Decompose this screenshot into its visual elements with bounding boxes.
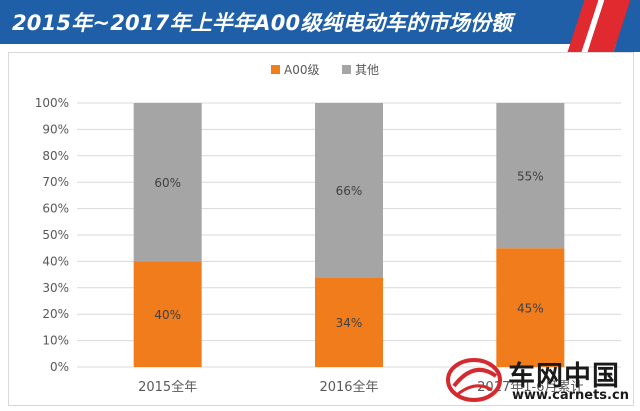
y-tick-label: 20% — [42, 307, 69, 321]
watermark-url: www.carnets.cn — [512, 388, 629, 403]
chart-panel: 0% 10% 20% 30% 40% 50% 60% 70% 80% 90% 100% 40% 60% 2… — [8, 52, 634, 406]
legend-swatch — [271, 65, 280, 74]
stacked-bar-chart: 0% 10% 20% 30% 40% 50% 60% 70% 80% 90% 100% 40% 60% 2… — [35, 63, 621, 395]
y-tick-label: 70% — [42, 175, 69, 189]
data-label: 60% — [154, 176, 181, 190]
data-label: 40% — [154, 308, 181, 322]
data-label: 55% — [517, 170, 544, 184]
y-tick-label: 40% — [42, 254, 69, 268]
bar-segment — [133, 261, 202, 367]
x-tick-label: 2017年1-6月累计 — [477, 380, 583, 395]
watermark: 车网中国 www.carnets.cn — [440, 350, 640, 411]
legend-swatch — [342, 65, 351, 74]
bar-segment — [496, 103, 565, 249]
y-tick-label: 50% — [42, 228, 69, 242]
y-tick-label: 80% — [42, 149, 69, 163]
carnets-logo-icon — [446, 358, 502, 402]
data-label: 45% — [517, 302, 544, 316]
y-tick-label: 10% — [42, 334, 69, 348]
bar-segment — [315, 277, 383, 367]
bar-segment — [315, 103, 383, 278]
y-tick-label: 60% — [42, 202, 69, 216]
y-tick-label: 0% — [50, 360, 69, 374]
header-bar: 2015年~2017年上半年A00级纯电动车的市场份额 — [0, 0, 640, 44]
legend-label: 其他 — [355, 63, 379, 77]
bar-segment — [133, 103, 202, 262]
x-tick-label: 2016全年 — [319, 379, 378, 395]
watermark-title: 车网中国 — [508, 361, 620, 392]
x-tick-label: 2015全年 — [138, 379, 197, 395]
legend-label: A00级 — [284, 63, 319, 77]
data-label: 66% — [336, 184, 363, 198]
y-tick-label: 90% — [42, 122, 69, 136]
y-tick-label: 100% — [35, 96, 69, 110]
y-tick-label: 30% — [42, 281, 69, 295]
data-label: 34% — [336, 316, 363, 330]
page-title: 2015年~2017年上半年A00级纯电动车的市场份额 — [12, 11, 513, 35]
bar-segment — [496, 248, 565, 367]
